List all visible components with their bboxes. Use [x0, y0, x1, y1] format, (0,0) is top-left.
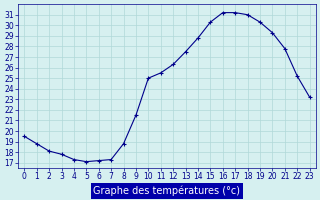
X-axis label: Graphe des températures (°c): Graphe des températures (°c)	[93, 185, 240, 196]
